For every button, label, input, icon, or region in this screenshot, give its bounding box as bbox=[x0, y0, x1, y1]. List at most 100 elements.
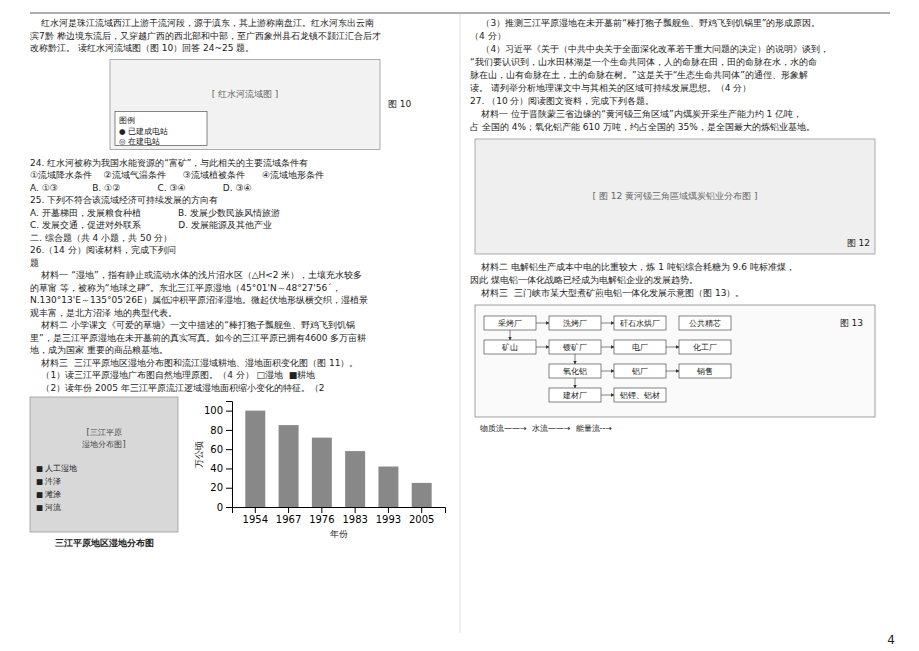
figure-caption: 三江平原地区湿地分布图 bbox=[55, 538, 154, 548]
text-line: ①流域降水条件 ②流域气温条件 ③流域植被条件 ④流域地形条件 bbox=[30, 170, 324, 180]
y-tick-label: 80 bbox=[210, 425, 223, 436]
map-placeholder bbox=[110, 60, 380, 150]
y-tick: 40 bbox=[210, 463, 232, 474]
flow-legend: 物质流——→ 水流——→ 能量流--→ bbox=[480, 424, 612, 433]
text-line: 地，成为国家 重要的商品粮基地。 bbox=[29, 345, 168, 355]
text-line: 观丰富，是北方沼泽 地的典型代表。 bbox=[30, 308, 177, 318]
page-number: 4 bbox=[887, 633, 895, 647]
x-axis-line bbox=[233, 508, 446, 514]
text-line: 红水河是珠江流域西江上游干流河段，源于滇东，其上游称南盘江。红水河东出云南 bbox=[30, 18, 374, 28]
flow-box-frame bbox=[484, 316, 536, 330]
legend-item: ■ 滩涂 bbox=[36, 490, 61, 499]
flow-box-frame bbox=[549, 340, 601, 354]
map-12: [ 图 12 黄河钑三角區域燤炭铝业分布图 ] 图 12 bbox=[475, 139, 875, 254]
flow-box-frame bbox=[614, 340, 666, 354]
bar bbox=[345, 451, 365, 507]
background bbox=[0, 0, 919, 651]
x-tick-mark bbox=[355, 507, 356, 513]
text-line: 26.（14 分）阅读材料，完成下列问 bbox=[30, 245, 176, 255]
y-tick-mark bbox=[226, 488, 232, 489]
legend-item: ● 已建成电站 bbox=[119, 127, 168, 136]
flow-box: 洗烤厂 bbox=[549, 316, 601, 330]
x-tick: 1967 bbox=[276, 507, 301, 525]
x-tick-mark bbox=[288, 507, 289, 513]
x-tick-label: 2005 bbox=[409, 514, 434, 525]
figure-caption: 图 13 bbox=[840, 318, 863, 328]
flow-box: 铝厂 bbox=[614, 364, 666, 378]
text-line: 材料一 “湿地”，指有静止或流动水体的浅片沼水区（△H<2 米），土壤充水较多 bbox=[30, 270, 362, 280]
bars bbox=[245, 411, 431, 507]
flow-box: 矿山 bbox=[484, 340, 536, 354]
y-tick-label: 60 bbox=[210, 444, 223, 455]
text-line: C. 发展交通，促进对外联系 D. 发展能源及其他产业 bbox=[30, 220, 272, 230]
flow-box-frame bbox=[679, 364, 731, 378]
y-tick-label: 100 bbox=[204, 405, 223, 416]
map-label: 湿地分布图] bbox=[82, 440, 125, 449]
x-tick: 2005 bbox=[409, 507, 434, 525]
flow-box-label: 锼矿厂 bbox=[562, 343, 587, 352]
bar bbox=[412, 483, 432, 507]
text-line: 占 全国的 4%；氧化铝产能 610 万吨，约占全国的 35%，是全国最大的炼铝… bbox=[470, 122, 815, 132]
flow-box-frame bbox=[679, 316, 731, 330]
flow-box-label: 采烤厂 bbox=[498, 319, 522, 328]
flow-box-label: 铝厂 bbox=[631, 367, 648, 376]
flow-box-frame bbox=[614, 388, 666, 402]
x-tick-label: 1983 bbox=[342, 514, 367, 525]
flow-box-frame bbox=[679, 340, 731, 354]
x-tick-mark bbox=[321, 507, 322, 513]
text-line: 材料二 小学课文《可爱的草塘》一文中描述的“棒打狍子瓢舰鱼、野鸡飞到饥锅 bbox=[30, 320, 355, 330]
text-line: （4 分） bbox=[470, 31, 506, 41]
y-tick: 60 bbox=[210, 444, 232, 455]
y-tick-label: 40 bbox=[210, 463, 223, 474]
map-placeholder bbox=[475, 139, 875, 254]
y-axis-line bbox=[226, 402, 233, 508]
flow-box-frame bbox=[614, 316, 666, 330]
y-tick: 20 bbox=[210, 482, 232, 493]
flow-arrow bbox=[536, 347, 549, 348]
y-axis: 0 20 40 60 80 100 bbox=[204, 402, 233, 513]
map-label: [ 红水河流域图 ] bbox=[212, 89, 279, 99]
text-line: 的草甯 等，被称为“地球之肆”。东北三江平原湿地（45°01'N～48°27'5… bbox=[30, 283, 341, 293]
text-line: 25. 下列不符合该流域经济可持续发展的方向有 bbox=[30, 195, 218, 205]
figure-caption: 图 12 bbox=[847, 238, 870, 248]
flow-box-frame bbox=[484, 340, 536, 354]
bar bbox=[312, 438, 332, 507]
x-axis: 195419671976198319932005 bbox=[233, 507, 446, 525]
flow-box: 锼矿厂 bbox=[549, 340, 601, 354]
flow-arrow bbox=[666, 371, 679, 372]
map-label: [ 图 12 黄河钑三角區域燤炭铝业分布图 ] bbox=[593, 191, 758, 201]
x-tick-label: 1967 bbox=[276, 514, 301, 525]
text-line: 24. 红水河被称为我国水能资源的“富矿”，与此相关的主要流域条件有 bbox=[30, 158, 309, 168]
legend-title: 图例 bbox=[119, 116, 135, 125]
x-tick-mark bbox=[421, 507, 422, 513]
y-tick-mark bbox=[226, 507, 232, 508]
flow-box: 公共精芯 bbox=[679, 316, 731, 330]
legend-item: ◎ 在建电站 bbox=[119, 137, 160, 146]
text-line: 材料一 位于晋陕蒙三省边缘的“黄河钑三角区域”内燤炭开采生产能力约 1 亿吨， bbox=[470, 109, 802, 119]
x-tick: 1976 bbox=[309, 507, 334, 525]
flow-box-label: 建材厂 bbox=[562, 391, 587, 400]
bar-chart: 195419671976198319932005020406080100万公顷年… bbox=[194, 402, 446, 540]
flow-box-label: 氧化铝 bbox=[563, 367, 587, 376]
flowchart-background bbox=[475, 305, 875, 417]
y-tick: 80 bbox=[210, 425, 232, 436]
flow-box: 电厂 bbox=[614, 340, 666, 354]
map-legend-box bbox=[115, 112, 207, 146]
y-tick-label: 0 bbox=[217, 502, 223, 513]
flow-arrow bbox=[601, 323, 614, 324]
flow-box-label: 铝锂、铝材 bbox=[619, 391, 660, 400]
bar bbox=[378, 467, 398, 507]
bar bbox=[279, 425, 299, 507]
x-axis-title: 年份 bbox=[330, 529, 348, 539]
flow-box: 销售 bbox=[679, 364, 731, 378]
flow-box-frame bbox=[549, 364, 601, 378]
legend-item: ■ 汼泽 bbox=[36, 477, 61, 486]
flow-box: 氧化铝 bbox=[549, 364, 601, 378]
map-10: [ 红水河流域图 ]图例● 已建成电站◎ 在建电站图 10 bbox=[110, 60, 412, 150]
flow-box: 建材厂 bbox=[549, 388, 601, 402]
flow-arrow bbox=[666, 347, 679, 348]
flow-box: 铝锂、铝材 bbox=[614, 388, 666, 402]
page: 红水河是珠江流域西江上游干流河段，源于滇东，其上游称南盘江。红水河东出云南滨7黔… bbox=[0, 0, 919, 651]
x-tick-label: 1976 bbox=[309, 514, 334, 525]
x-tick-label: 1993 bbox=[376, 514, 401, 525]
